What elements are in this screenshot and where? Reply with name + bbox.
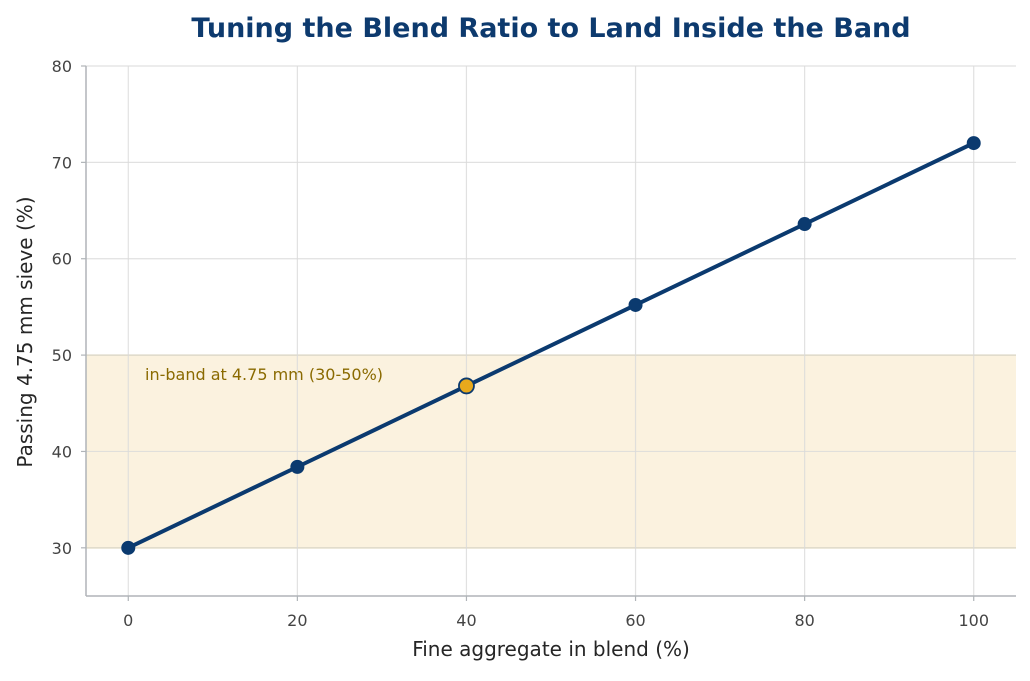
x-tick-label: 20 <box>287 611 307 630</box>
data-point <box>797 217 812 232</box>
x-tick-label: 60 <box>625 611 645 630</box>
x-tick-label: 40 <box>456 611 476 630</box>
axes-layer: 0 20 40 60 80 100 30 40 50 60 70 80 <box>52 57 1016 630</box>
y-axis-label: Passing 4.75 mm sieve (%) <box>13 196 37 467</box>
y-tick-label: 70 <box>52 153 72 172</box>
y-tick-label: 50 <box>52 346 72 365</box>
data-point <box>966 136 981 151</box>
series-line <box>126 141 976 550</box>
band-label: in-band at 4.75 mm (30-50%) <box>145 365 383 384</box>
x-tick-label: 100 <box>958 611 989 630</box>
series-layer <box>121 136 981 555</box>
highlight-point <box>458 377 475 395</box>
y-tick-label: 80 <box>52 57 72 76</box>
y-tick-label: 40 <box>52 442 72 461</box>
data-point <box>290 459 305 474</box>
x-tick-label: 0 <box>123 611 133 630</box>
grid-layer <box>86 65 1016 596</box>
x-axis-label: Fine aggregate in blend (%) <box>412 637 690 661</box>
data-point <box>628 297 643 312</box>
x-tick-label: 80 <box>794 611 814 630</box>
data-point <box>121 540 136 555</box>
y-tick-label: 60 <box>52 250 72 269</box>
chart-title: Tuning the Blend Ratio to Land Inside th… <box>191 13 910 44</box>
y-tick-label: 30 <box>52 539 72 558</box>
